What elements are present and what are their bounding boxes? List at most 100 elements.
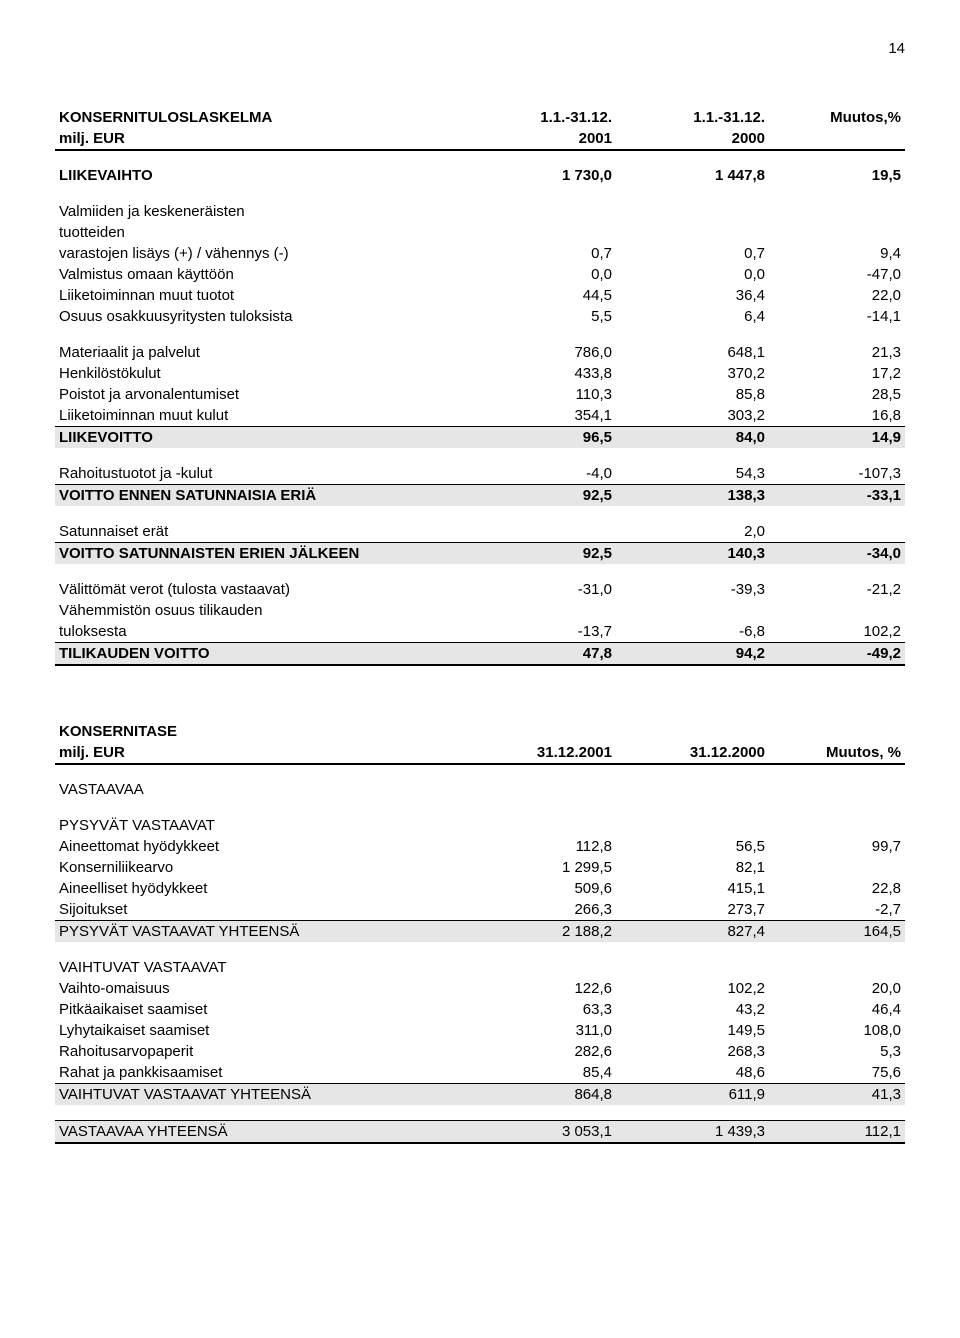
table-cell: 16,8: [769, 405, 905, 427]
table-cell: [769, 201, 905, 222]
table-cell: [616, 448, 769, 463]
table-cell: [616, 721, 769, 742]
table-cell: [769, 448, 905, 463]
table-cell: [769, 521, 905, 543]
table-cell: 370,2: [616, 363, 769, 384]
table-row: LIIKEVOITTO96,584,014,9: [55, 427, 905, 449]
table-cell: 1.1.-31.12.: [616, 107, 769, 128]
table-cell: -14,1: [769, 306, 905, 327]
table-row: [55, 764, 905, 779]
table-cell: 85,4: [463, 1062, 616, 1084]
table-cell: 164,5: [769, 921, 905, 943]
table-cell: 20,0: [769, 978, 905, 999]
table-cell: Konserniliikearvo: [55, 857, 463, 878]
table-cell: milj. EUR: [55, 742, 463, 764]
table-cell: 5,5: [463, 306, 616, 327]
table-cell: VASTAAVAA: [55, 779, 463, 800]
table-cell: [769, 857, 905, 878]
table-cell: Satunnaiset erät: [55, 521, 463, 543]
table-cell: 509,6: [463, 878, 616, 899]
table-cell: 1 299,5: [463, 857, 616, 878]
table-row: VAIHTUVAT VASTAAVAT YHTEENSÄ864,8611,941…: [55, 1084, 905, 1106]
table-cell: -2,7: [769, 899, 905, 921]
table-cell: 31.12.2000: [616, 742, 769, 764]
table-cell: 94,2: [616, 643, 769, 666]
table-cell: 433,8: [463, 363, 616, 384]
table-row: Osuus osakkuusyritysten tuloksista5,56,4…: [55, 306, 905, 327]
table-cell: Henkilöstökulut: [55, 363, 463, 384]
table-row: [55, 186, 905, 201]
table-cell: [463, 942, 616, 957]
table-cell: 112,8: [463, 836, 616, 857]
table-cell: 92,5: [463, 485, 616, 507]
table-row: Vähemmistön osuus tilikauden: [55, 600, 905, 621]
table-cell: Vähemmistön osuus tilikauden: [55, 600, 463, 621]
table-cell: Muutos,%: [769, 107, 905, 128]
table-row: KONSERNITASE: [55, 721, 905, 742]
table-cell: [463, 721, 616, 742]
table-cell: VAIHTUVAT VASTAAVAT: [55, 957, 463, 978]
table-cell: [616, 779, 769, 800]
table-row: KONSERNITULOSLASKELMA1.1.-31.12.1.1.-31.…: [55, 107, 905, 128]
table-cell: 48,6: [616, 1062, 769, 1084]
table-cell: [463, 521, 616, 543]
table-row: Pitkäaikaiset saamiset63,343,246,4: [55, 999, 905, 1020]
table-cell: [55, 1105, 463, 1120]
table-cell: 75,6: [769, 1062, 905, 1084]
table-cell: 827,4: [616, 921, 769, 943]
table-cell: 2 188,2: [463, 921, 616, 943]
table-cell: Liiketoiminnan muut tuotot: [55, 285, 463, 306]
table-cell: Rahoitustuotot ja -kulut: [55, 463, 463, 485]
table-cell: [463, 448, 616, 463]
table-cell: 282,6: [463, 1041, 616, 1062]
table-cell: [463, 506, 616, 521]
table-cell: milj. EUR: [55, 128, 463, 150]
table-cell: 36,4: [616, 285, 769, 306]
table-cell: 268,3: [616, 1041, 769, 1062]
table-cell: 28,5: [769, 384, 905, 405]
table-cell: 102,2: [769, 621, 905, 643]
table-row: VOITTO ENNEN SATUNNAISIA ERIÄ92,5138,3-3…: [55, 485, 905, 507]
table-cell: 44,5: [463, 285, 616, 306]
table-cell: KONSERNITULOSLASKELMA: [55, 107, 463, 128]
table-cell: 22,0: [769, 285, 905, 306]
table-cell: 303,2: [616, 405, 769, 427]
table-cell: 56,5: [616, 836, 769, 857]
table-row: Aineettomat hyödykkeet112,856,599,7: [55, 836, 905, 857]
table-cell: [55, 506, 463, 521]
table-cell: -6,8: [616, 621, 769, 643]
table-row: Liiketoiminnan muut tuotot44,536,422,0: [55, 285, 905, 306]
table-row: [55, 506, 905, 521]
table-row: LIIKEVAIHTO1 730,01 447,819,5: [55, 165, 905, 186]
table-cell: [616, 150, 769, 165]
table-cell: [463, 564, 616, 579]
table-cell: 648,1: [616, 342, 769, 363]
table-cell: 85,8: [616, 384, 769, 405]
table-cell: Välittömät verot (tulosta vastaavat): [55, 579, 463, 600]
table-cell: Aineelliset hyödykkeet: [55, 878, 463, 899]
table-cell: [616, 201, 769, 222]
table-cell: -34,0: [769, 543, 905, 565]
table-cell: [769, 764, 905, 779]
table-cell: 31.12.2001: [463, 742, 616, 764]
table-cell: 266,3: [463, 899, 616, 921]
table-row: Valmiiden ja keskeneräisten: [55, 201, 905, 222]
table-cell: 110,3: [463, 384, 616, 405]
table-cell: 415,1: [616, 878, 769, 899]
table-row: Rahat ja pankkisaamiset85,448,675,6: [55, 1062, 905, 1084]
table-cell: [463, 600, 616, 621]
table-cell: 0,7: [463, 243, 616, 264]
table-row: [55, 448, 905, 463]
table-cell: 63,3: [463, 999, 616, 1020]
table-cell: TILIKAUDEN VOITTO: [55, 643, 463, 666]
table-row: milj. EUR20012000: [55, 128, 905, 150]
table-cell: 112,1: [769, 1120, 905, 1143]
table-cell: [55, 942, 463, 957]
table-row: VOITTO SATUNNAISTEN ERIEN JÄLKEEN92,5140…: [55, 543, 905, 565]
table-cell: 19,5: [769, 165, 905, 186]
table-cell: [463, 957, 616, 978]
table-cell: Materiaalit ja palvelut: [55, 342, 463, 363]
table-cell: [616, 506, 769, 521]
table-row: [55, 1105, 905, 1120]
table-cell: [769, 600, 905, 621]
